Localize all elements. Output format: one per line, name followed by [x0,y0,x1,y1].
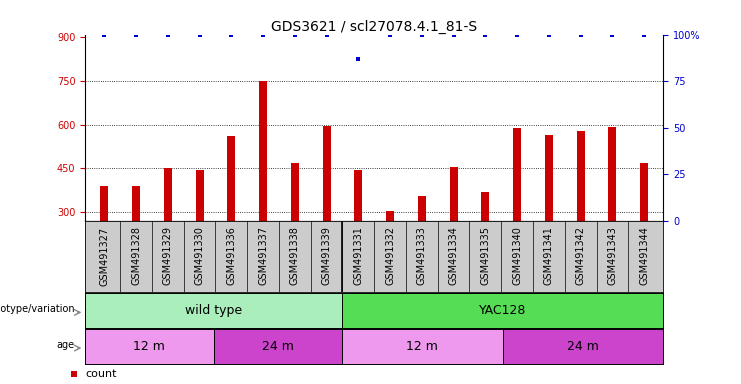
Text: GSM491332: GSM491332 [385,227,395,285]
Text: YAC128: YAC128 [479,304,526,317]
Bar [576,131,585,221]
Text: GSM491342: GSM491342 [576,227,585,285]
Bar [354,170,362,221]
Bar [100,186,108,221]
Title: GDS3621 / scl27078.4.1_81-S: GDS3621 / scl27078.4.1_81-S [271,20,477,33]
Bar [196,170,204,221]
Bar [545,135,553,221]
Text: 12 m: 12 m [406,340,439,353]
Bar [482,192,489,221]
Text: GSM491339: GSM491339 [322,227,331,285]
Text: GSM491330: GSM491330 [195,227,205,285]
Text: 24 m: 24 m [567,340,599,353]
Text: wild type: wild type [185,304,242,317]
Text: GSM491340: GSM491340 [512,227,522,285]
Bar [322,126,330,221]
Text: GSM491333: GSM491333 [417,227,427,285]
Text: GSM491334: GSM491334 [448,227,459,285]
Text: GSM491331: GSM491331 [353,227,363,285]
Text: GSM491343: GSM491343 [608,227,617,285]
Text: 12 m: 12 m [133,340,165,353]
Text: GSM491335: GSM491335 [480,227,491,285]
Text: GSM491337: GSM491337 [258,227,268,285]
Text: GSM491341: GSM491341 [544,227,554,285]
Bar [227,136,235,221]
Text: 24 m: 24 m [262,340,294,353]
Bar [450,167,457,221]
Bar [290,163,299,221]
Text: GSM491336: GSM491336 [226,227,236,285]
Text: GSM491328: GSM491328 [131,227,141,285]
Text: GSM491327: GSM491327 [99,227,109,286]
Bar [640,163,648,221]
Text: GSM491338: GSM491338 [290,227,300,285]
Bar [164,169,172,221]
Bar [513,128,521,221]
Text: GSM491329: GSM491329 [163,227,173,285]
Text: genotype/variation: genotype/variation [0,304,75,314]
Bar [132,187,140,221]
Bar [608,127,617,221]
Bar [259,81,267,221]
Text: age: age [57,339,75,350]
Bar [418,196,426,221]
Bar [386,210,394,221]
Text: GSM491344: GSM491344 [639,227,649,285]
Text: count: count [85,369,117,379]
